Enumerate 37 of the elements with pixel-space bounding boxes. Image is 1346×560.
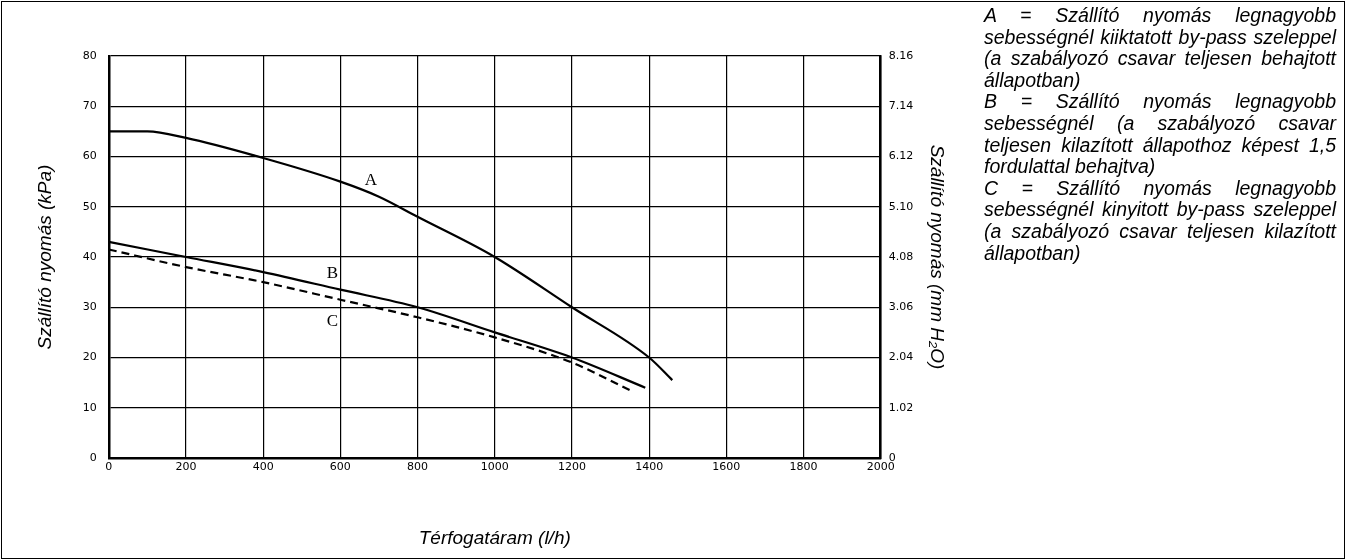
y2-tick-label: 4.08 bbox=[888, 249, 914, 263]
y2-tick-label: 1.02 bbox=[888, 400, 914, 414]
y2-tick-label: 7.14 bbox=[888, 99, 914, 113]
y-tick-label: 30 bbox=[82, 300, 97, 314]
text: C = Szállító nyomás legnagyobb sebességnél kinyitott by-pass szeleppel (a szabályozó csavar teljesen kilazított állapotban) bbox=[984, 176, 1336, 265]
x-tick-label: 0 bbox=[105, 460, 113, 474]
text: A = Szállító nyomás legnagyobb sebességnél kiiktatott by-pass szeleppel (a szabályozó csavar teljesen behajtott állapotban) bbox=[984, 4, 1336, 92]
y2-tick-label: 5.10 bbox=[888, 199, 914, 213]
series-label: C bbox=[326, 311, 339, 331]
x-tick-label: 400 bbox=[252, 460, 274, 474]
y2-tick-label: 6.12 bbox=[888, 149, 914, 163]
y-axis-title: Szállító nyomás (kPa) bbox=[33, 164, 55, 350]
x-tick-label: 2000 bbox=[866, 460, 895, 474]
y2-tick-label: 2.04 bbox=[888, 350, 914, 364]
y-tick-label: 50 bbox=[82, 199, 97, 213]
x-axis-title: Térfogatáram (l/h) bbox=[418, 526, 571, 548]
y-tick-label: 80 bbox=[82, 48, 97, 62]
y-tick-label: 40 bbox=[82, 249, 97, 263]
x-tick-label: 800 bbox=[407, 460, 429, 474]
y2-tick-label: 3.06 bbox=[888, 300, 914, 314]
x-tick-label: 1600 bbox=[712, 460, 741, 474]
y-tick-label: 10 bbox=[82, 400, 97, 414]
text: B = Szállító nyomás legnagyobb sebességnél (a szabályozó csavar teljesen kilazított állapothoz képest 1,5 fordulattal behajtva) bbox=[984, 90, 1336, 178]
x-tick-label: 600 bbox=[329, 460, 351, 474]
series-label: A bbox=[364, 170, 378, 190]
y2-tick-label: 8.16 bbox=[888, 48, 914, 62]
x-tick-label: 1000 bbox=[480, 460, 509, 474]
y-tick-label: 20 bbox=[82, 350, 97, 364]
x-tick-label: 1200 bbox=[557, 460, 586, 474]
y2-axis-title: Szállító nyomás (mm H₂O) bbox=[927, 144, 949, 370]
y-tick-label: 0 bbox=[89, 450, 97, 464]
x-tick-label: 1400 bbox=[635, 460, 664, 474]
y-tick-label: 70 bbox=[82, 99, 97, 113]
x-tick-label: 1800 bbox=[789, 460, 818, 474]
y-tick-label: 60 bbox=[82, 149, 97, 163]
series-label: B bbox=[326, 263, 339, 283]
x-tick-label: 200 bbox=[175, 460, 197, 474]
